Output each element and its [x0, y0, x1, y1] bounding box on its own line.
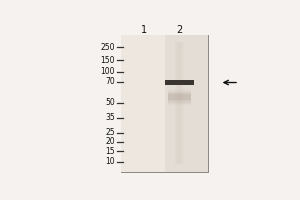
- Text: 50: 50: [105, 98, 115, 107]
- Text: 100: 100: [100, 67, 115, 76]
- Text: 20: 20: [105, 137, 115, 146]
- Bar: [168, 93, 191, 101]
- Bar: [168, 89, 191, 105]
- Bar: [177, 42, 182, 164]
- Text: 150: 150: [100, 56, 115, 65]
- Bar: [168, 92, 191, 103]
- Bar: [168, 91, 191, 104]
- Text: 10: 10: [105, 157, 115, 166]
- Bar: [175, 42, 179, 164]
- Bar: [165, 35, 208, 172]
- Text: 2: 2: [176, 25, 182, 35]
- Text: 15: 15: [105, 147, 115, 156]
- Text: 1: 1: [141, 25, 148, 35]
- Bar: [165, 80, 194, 85]
- Bar: [179, 42, 184, 164]
- Bar: [121, 35, 165, 172]
- Text: 250: 250: [100, 43, 115, 52]
- Bar: [121, 35, 208, 172]
- Bar: [168, 94, 191, 100]
- Text: 35: 35: [105, 113, 115, 122]
- Text: 25: 25: [105, 128, 115, 137]
- Text: 70: 70: [105, 77, 115, 86]
